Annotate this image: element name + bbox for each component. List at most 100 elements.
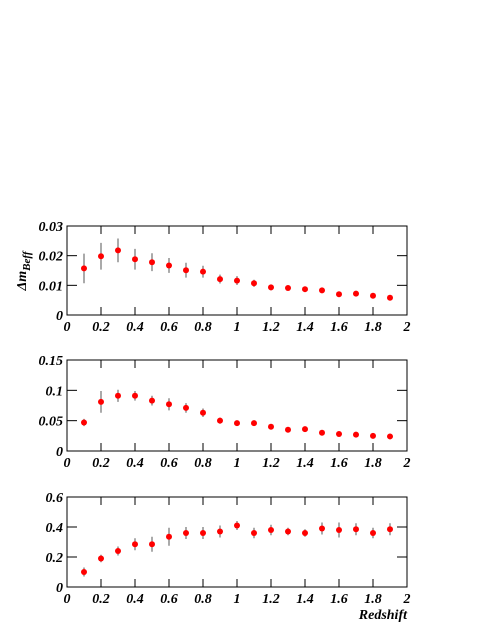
x-tick-label: 1 — [234, 320, 241, 335]
data-point — [115, 247, 121, 254]
data-point — [285, 528, 291, 535]
data-point — [251, 530, 257, 536]
data-point — [319, 429, 325, 436]
x-tick-label: 1.8 — [364, 592, 382, 607]
y-tick-label: 0.4 — [46, 521, 64, 536]
data-point — [353, 526, 359, 533]
data-point — [387, 526, 393, 533]
data-point — [98, 398, 104, 405]
data-point — [336, 431, 342, 438]
data-point — [217, 417, 223, 424]
data-point — [98, 253, 104, 260]
x-tick-label: 0.8 — [194, 592, 212, 607]
data-point — [234, 420, 240, 427]
x-tick-label: 0.6 — [160, 456, 178, 471]
data-point — [319, 525, 325, 532]
data-point — [166, 262, 172, 269]
data-point — [217, 276, 223, 283]
x-tick-label: 1.2 — [262, 456, 280, 471]
data-point — [370, 530, 376, 536]
data-point — [149, 541, 155, 548]
data-point — [251, 420, 257, 427]
y-tick-label: 0 — [56, 581, 63, 596]
data-point — [132, 256, 138, 263]
data-point — [166, 401, 172, 408]
y-tick-label: 0.6 — [46, 491, 64, 506]
y-tick-label: 0.05 — [39, 415, 64, 430]
y-tick-label: 0.03 — [39, 220, 64, 235]
x-tick-label: 1.2 — [262, 320, 280, 335]
data-point — [387, 433, 393, 440]
data-point — [268, 527, 274, 533]
data-point — [81, 419, 87, 426]
data-point — [353, 431, 359, 438]
x-tick-label: 1.4 — [296, 592, 314, 607]
data-point — [285, 285, 291, 292]
x-tick-label: 0 — [64, 592, 71, 607]
data-point — [285, 426, 291, 433]
x-tick-label: 2 — [403, 456, 411, 471]
y-tick-label: 0 — [56, 445, 63, 460]
x-tick-label: 1.8 — [364, 320, 382, 335]
data-point — [132, 541, 138, 548]
data-point — [370, 432, 376, 439]
x-tick-label: 0.4 — [126, 320, 144, 335]
y-tick-label: 0.01 — [39, 279, 64, 294]
y-tick-label: 0.02 — [39, 250, 64, 265]
data-point — [149, 397, 155, 404]
data-point — [251, 280, 257, 287]
data-point — [268, 423, 274, 430]
y-tick-label: 0 — [56, 309, 63, 324]
x-tick-label: 1.2 — [262, 592, 280, 607]
y-tick-label: 0.1 — [46, 384, 64, 399]
x-tick-label: 0.4 — [126, 456, 144, 471]
y-tick-label: 0.15 — [39, 354, 64, 369]
data-point — [115, 392, 121, 399]
x-tick-label: 0 — [64, 320, 71, 335]
data-point — [387, 294, 393, 301]
data-point — [234, 522, 240, 529]
y-axis-label-main: Δm — [15, 271, 30, 292]
data-point — [234, 277, 240, 284]
x-tick-label: 0.2 — [92, 320, 110, 335]
x-tick-label: 2 — [403, 592, 411, 607]
data-point — [98, 555, 104, 562]
data-point — [336, 527, 342, 533]
x-tick-label: 0 — [64, 456, 71, 471]
y-axis-label-sub: Beff — [21, 250, 33, 272]
x-tick-label: 0.6 — [160, 320, 178, 335]
data-point — [183, 404, 189, 411]
x-tick-label: 1.4 — [296, 456, 314, 471]
x-tick-label: 1.6 — [330, 320, 348, 335]
data-point — [268, 284, 274, 291]
data-point — [81, 265, 87, 272]
y-axis-label: ΔmBeff — [15, 250, 33, 291]
data-point — [183, 530, 189, 536]
x-axis-label: Redshift — [358, 608, 408, 623]
data-point — [132, 392, 138, 399]
data-point — [302, 426, 308, 433]
x-tick-label: 1.6 — [330, 456, 348, 471]
x-tick-label: 1.6 — [330, 592, 348, 607]
plot-frame — [66, 496, 408, 588]
x-tick-label: 1.4 — [296, 320, 314, 335]
data-point — [200, 409, 206, 416]
data-point — [336, 291, 342, 298]
data-point — [200, 530, 206, 536]
data-point — [115, 548, 121, 554]
data-point — [217, 528, 223, 535]
x-tick-label: 1 — [234, 592, 241, 607]
data-point — [319, 287, 325, 294]
data-point — [166, 533, 172, 540]
data-point — [81, 569, 87, 575]
y-tick-label: 0.2 — [46, 551, 64, 566]
x-tick-label: 0.6 — [160, 592, 178, 607]
data-point — [149, 259, 155, 266]
x-tick-label: 0.8 — [194, 456, 212, 471]
data-point — [302, 286, 308, 293]
x-tick-label: 1 — [234, 456, 241, 471]
data-point — [370, 292, 376, 299]
x-tick-label: 1.8 — [364, 456, 382, 471]
x-tick-label: 0.2 — [92, 592, 110, 607]
data-point — [183, 267, 189, 274]
